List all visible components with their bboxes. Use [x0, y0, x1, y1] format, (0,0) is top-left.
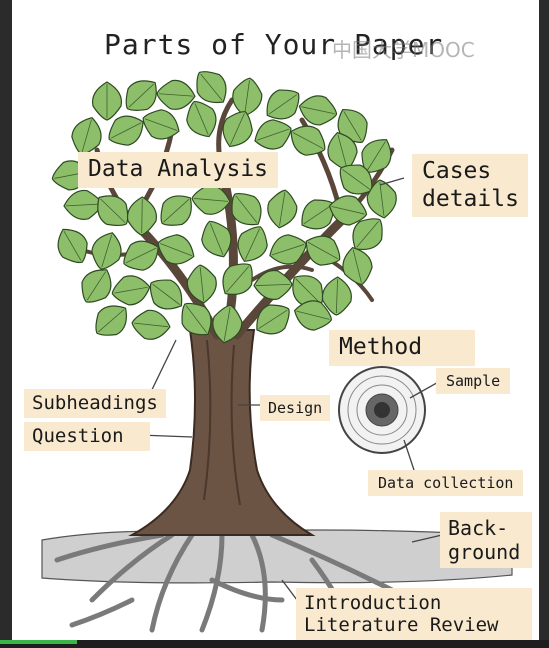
- label-cases-details: Cases details: [412, 154, 528, 218]
- label-design: Design: [260, 395, 331, 421]
- video-progress-bar[interactable]: [0, 640, 549, 648]
- tree-illustration: [41, 71, 513, 633]
- label-introduction: Introduction: [296, 588, 532, 615]
- slide: Parts of Your Paper 中国大学MOOC Data Analys…: [12, 0, 539, 640]
- slide-title: Parts of Your Paper: [104, 28, 444, 61]
- label-data-analysis: Data Analysis: [78, 152, 279, 188]
- label-subheadings: Subheadings: [24, 389, 166, 418]
- watermark: 中国大学MOOC: [332, 38, 475, 62]
- label-method: Method: [329, 330, 475, 366]
- label-question: Question: [24, 422, 150, 451]
- label-data-collection: Data collection: [368, 470, 524, 496]
- label-sample: Sample: [436, 368, 511, 394]
- label-background: Back- ground: [440, 512, 533, 568]
- label-literature-review: Literature Review: [296, 614, 532, 640]
- video-progress-fill: [0, 640, 77, 644]
